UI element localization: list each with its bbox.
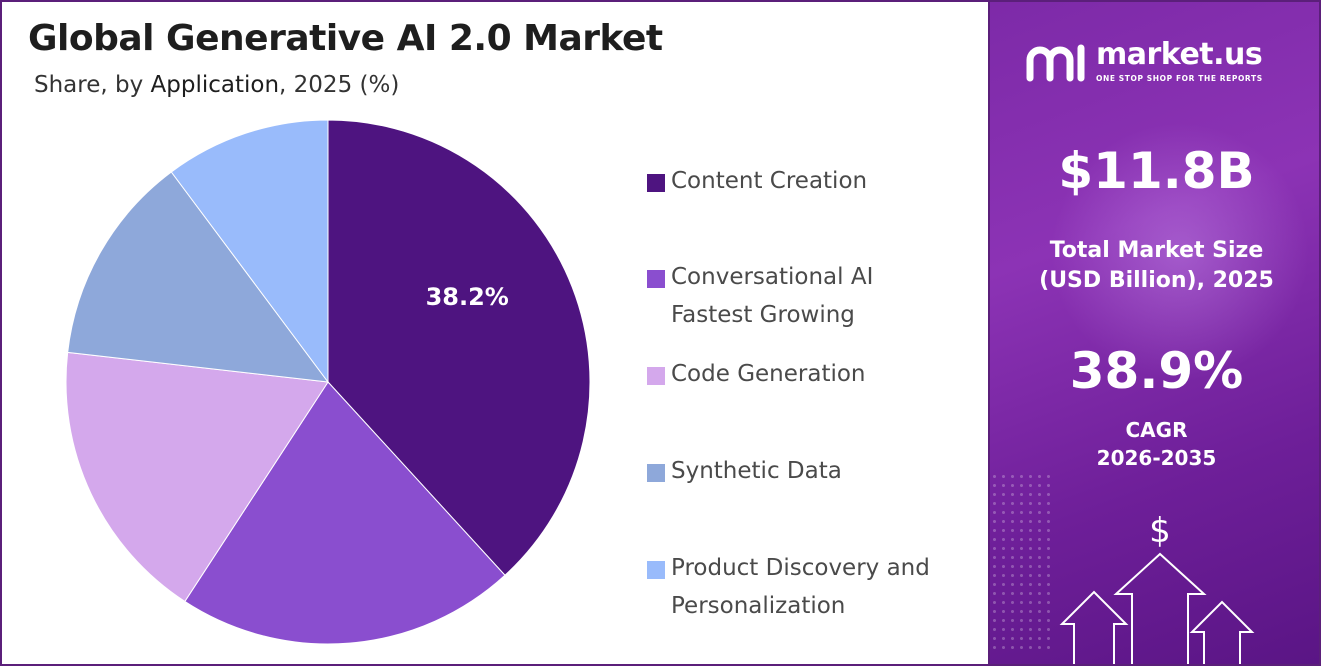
pie-slice-code-generation	[65, 351, 329, 603]
subtitle-prefix: Share, by	[34, 72, 151, 98]
legend-swatch	[647, 464, 665, 482]
brand-tagline: ONE STOP SHOP FOR THE REPORTS	[1096, 73, 1263, 83]
rising-arrows-icon: $	[1059, 511, 1255, 664]
chart-title: Global Generative AI 2.0 Market	[28, 18, 663, 59]
brand-logo: market.us ONE STOP SHOP FOR THE REPORTS	[1024, 38, 1263, 84]
market-size-label-line-1: Total Market Size	[1049, 238, 1264, 263]
market-size-value: $11.8B	[1058, 142, 1255, 200]
subtitle-highlight: Application	[150, 72, 280, 98]
subtitle-suffix: , 2025 (%)	[279, 72, 400, 98]
chart-subtitle: Share, by Application, 2025 (%)	[34, 72, 399, 98]
pie-slice-synthetic-data	[67, 171, 330, 383]
legend-label: Code Generation	[671, 361, 866, 387]
cagr-label: CAGR 2026-2035	[990, 416, 1319, 472]
pie-slice-product-discovery	[170, 119, 329, 384]
cagr-label-line-1: CAGR	[1125, 418, 1188, 442]
legend-item-code-generation: Code Generation	[647, 355, 866, 393]
legend-label: Synthetic Data	[671, 458, 842, 484]
stats-panel: market.us ONE STOP SHOP FOR THE REPORTS …	[988, 0, 1321, 666]
market-us-logo-icon	[1026, 44, 1085, 82]
legend-label: Content Creation	[671, 168, 868, 194]
legend-item-conversational-ai: Conversational AI Fastest Growing	[647, 258, 873, 334]
chart-panel: Global Generative AI 2.0 Market Share, b…	[0, 0, 988, 666]
legend-label: Conversational AI Fastest Growing	[671, 264, 874, 328]
pie-slice-content-creation	[327, 119, 591, 576]
legend-label: Product Discovery and Personalization	[671, 555, 930, 619]
market-size-label: Total Market Size (USD Billion), 2025	[990, 236, 1319, 296]
brand-name: market.us	[1096, 36, 1263, 72]
logo-text: market.us ONE STOP SHOP FOR THE REPORTS	[1096, 36, 1263, 83]
cagr-value: 38.9%	[1069, 342, 1244, 400]
legend-swatch	[647, 367, 665, 385]
legend-swatch	[647, 174, 665, 192]
currency-symbol: $	[1149, 511, 1171, 551]
background-dots	[990, 472, 1050, 652]
background-glow	[1050, 122, 1310, 382]
legend-swatch	[647, 561, 665, 579]
cagr-label-line-2: 2026-2035	[1096, 446, 1217, 470]
pie-slice-conversational-ai	[184, 381, 506, 645]
pie-chart: 38.2%	[65, 119, 591, 645]
market-size-label-line-2: (USD Billion), 2025	[1039, 268, 1274, 293]
legend-item-synthetic-data: Synthetic Data	[647, 452, 842, 490]
legend-item-content-creation: Content Creation	[647, 162, 867, 200]
legend-swatch	[647, 270, 665, 288]
legend-item-product-discovery: Product Discovery and Personalization	[647, 549, 930, 625]
data-label-content-creation: 38.2%	[426, 283, 509, 311]
